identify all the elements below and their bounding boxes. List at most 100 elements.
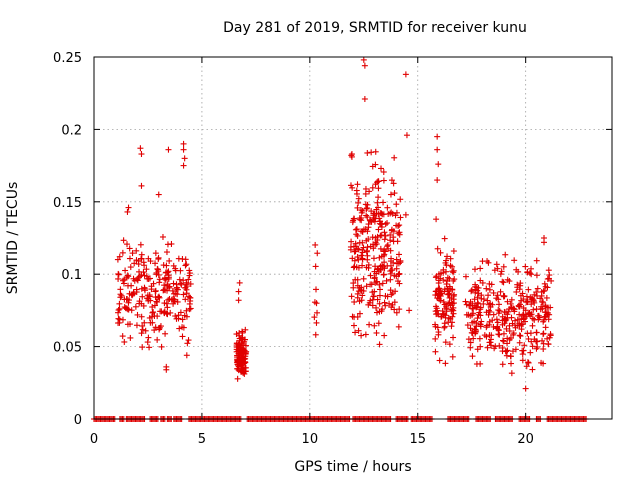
data-point <box>436 357 443 364</box>
data-point <box>242 364 249 371</box>
data-point <box>382 248 389 255</box>
data-point <box>364 149 371 156</box>
data-point <box>519 321 526 328</box>
data-point <box>518 315 525 322</box>
data-point <box>524 269 531 276</box>
data-point <box>363 205 370 212</box>
data-point <box>444 278 451 285</box>
data-point <box>145 334 152 341</box>
data-point <box>432 348 439 355</box>
data-point <box>441 311 448 318</box>
data-point <box>114 256 121 263</box>
data-point <box>498 268 505 275</box>
data-point <box>119 277 126 284</box>
data-point <box>395 222 402 229</box>
data-point <box>121 338 128 345</box>
data-point <box>548 277 555 284</box>
data-point <box>362 190 369 197</box>
data-point <box>467 344 474 351</box>
data-point-outlier <box>165 146 172 153</box>
data-point <box>379 306 386 313</box>
data-point-outlier <box>348 153 355 160</box>
data-point-outlier <box>435 161 442 168</box>
data-point <box>463 311 470 318</box>
data-point <box>462 298 469 305</box>
data-point <box>472 281 479 288</box>
data-point <box>151 312 158 319</box>
data-point <box>126 255 133 262</box>
y-tick-label: 0.25 <box>53 51 82 66</box>
data-point <box>145 255 152 262</box>
data-point <box>381 259 388 266</box>
data-point <box>387 191 394 198</box>
data-point <box>384 262 391 269</box>
data-point <box>126 321 133 328</box>
data-point <box>363 248 370 255</box>
data-point <box>393 265 400 272</box>
data-point <box>469 300 476 307</box>
data-point <box>182 284 189 291</box>
data-point-outlier <box>179 333 186 340</box>
data-point <box>434 324 441 331</box>
data-point <box>375 211 382 218</box>
data-point <box>136 300 143 307</box>
data-point <box>500 330 507 337</box>
data-point <box>353 231 360 238</box>
data-point <box>371 268 378 275</box>
data-point <box>390 238 397 245</box>
data-point <box>440 269 447 276</box>
data-point <box>486 318 493 325</box>
data-point <box>538 289 545 296</box>
data-point <box>468 287 475 294</box>
data-point <box>434 245 441 252</box>
data-point-outlier <box>361 62 368 69</box>
data-point <box>443 304 450 311</box>
data-point-outlier <box>125 204 132 211</box>
data-point <box>392 212 399 219</box>
data-point <box>546 272 553 279</box>
y-tick-label: 0 <box>74 413 82 428</box>
data-point <box>352 240 359 247</box>
data-point <box>360 275 367 282</box>
data-point <box>533 257 540 264</box>
data-point <box>165 268 172 275</box>
data-point <box>533 306 540 313</box>
data-point <box>381 229 388 236</box>
data-point <box>176 276 183 283</box>
data-point <box>493 261 500 268</box>
data-point <box>173 281 180 288</box>
data-point-outlier <box>138 151 145 158</box>
data-point <box>118 292 125 299</box>
data-point <box>432 292 439 299</box>
data-point <box>352 248 359 255</box>
data-point <box>353 187 360 194</box>
data-point <box>524 299 531 306</box>
data-point <box>511 257 518 264</box>
data-point <box>442 360 449 367</box>
data-point <box>477 321 484 328</box>
data-point <box>486 286 493 293</box>
data-point <box>480 300 487 307</box>
data-point <box>396 231 403 238</box>
data-point <box>152 250 159 257</box>
data-point <box>450 248 457 255</box>
data-point <box>384 219 391 226</box>
data-point <box>497 288 504 295</box>
data-point <box>355 256 362 263</box>
data-point <box>358 207 365 214</box>
data-point <box>516 339 523 346</box>
data-point <box>187 280 194 287</box>
data-point <box>313 300 320 307</box>
data-point <box>141 319 148 326</box>
data-point <box>506 327 513 334</box>
data-point <box>435 329 442 336</box>
data-point <box>149 303 156 310</box>
data-point <box>434 310 441 317</box>
data-point <box>377 286 384 293</box>
data-point <box>515 268 522 275</box>
data-point <box>468 329 475 336</box>
x-tick-label: 10 <box>302 432 319 447</box>
data-point <box>235 341 242 348</box>
data-point <box>503 325 510 332</box>
data-point <box>486 280 493 287</box>
